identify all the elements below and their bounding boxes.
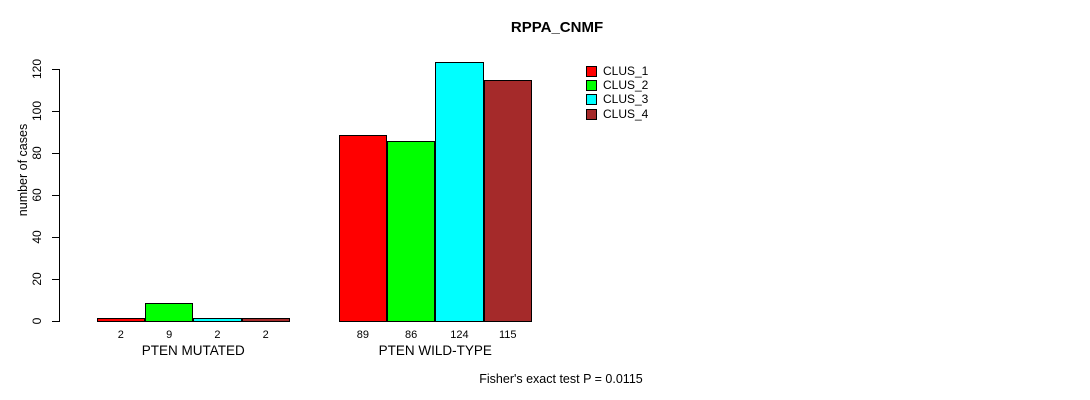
y-tick-label: 20 <box>30 272 44 286</box>
bar-clus-1-pten-mutated <box>96 318 145 322</box>
bar-clus-2-pten-wild-type <box>387 141 436 322</box>
bar-clus-1-pten-wild-type <box>338 135 387 322</box>
bar-clus-3-pten-mutated <box>193 318 242 322</box>
stat-test-annotation: Fisher's exact test P = 0.0115 <box>479 372 643 386</box>
legend-swatch-clus-4 <box>586 108 597 120</box>
chart-title: RPPA_CNMF <box>510 19 604 36</box>
y-tick <box>52 321 60 322</box>
group-label-pten-wild-type: PTEN WILD-TYPE <box>378 343 492 358</box>
y-tick-label: 100 <box>30 100 44 122</box>
legend-swatch-clus-2 <box>586 80 597 92</box>
bar-value-label-clus-4-pten-wild-type: 115 <box>498 329 517 341</box>
y-tick-label: 80 <box>30 146 44 160</box>
bar-value-label-clus-4-pten-mutated: 2 <box>262 329 269 341</box>
legend-label-clus-3: CLUS_3 <box>603 92 649 107</box>
y-tick <box>52 111 60 112</box>
bar-value-label-clus-2-pten-mutated: 9 <box>166 329 173 341</box>
bar-clus-4-pten-mutated <box>241 318 290 322</box>
legend-swatch-clus-1 <box>586 66 597 77</box>
y-tick-label: 0 <box>30 317 44 325</box>
y-tick <box>52 279 60 280</box>
y-tick-label: 120 <box>30 58 44 80</box>
legend-label-clus-4: CLUS_4 <box>603 106 649 121</box>
bar-clus-2-pten-mutated <box>145 303 194 322</box>
group-label-pten-mutated: PTEN MUTATED <box>141 343 245 358</box>
y-tick-label: 60 <box>30 188 44 202</box>
y-tick <box>52 237 60 238</box>
y-tick <box>52 195 60 196</box>
bar-clus-3-pten-wild-type <box>435 62 484 322</box>
bar-value-label-clus-2-pten-wild-type: 86 <box>405 329 418 341</box>
y-tick <box>52 153 60 154</box>
bar-clus-4-pten-wild-type <box>483 80 532 322</box>
y-axis-label: number of cases <box>16 123 30 217</box>
legend-label-clus-1: CLUS_1 <box>603 64 649 78</box>
legend-label-clus-2: CLUS_2 <box>603 78 649 93</box>
bar-value-label-clus-1-pten-wild-type: 89 <box>356 329 369 341</box>
bar-value-label-clus-3-pten-wild-type: 124 <box>450 329 469 341</box>
bar-value-label-clus-1-pten-mutated: 2 <box>117 329 124 341</box>
bar-value-label-clus-3-pten-mutated: 2 <box>214 329 221 341</box>
y-tick-label: 40 <box>30 230 44 244</box>
y-tick <box>52 69 60 70</box>
legend-swatch-clus-3 <box>586 94 597 106</box>
